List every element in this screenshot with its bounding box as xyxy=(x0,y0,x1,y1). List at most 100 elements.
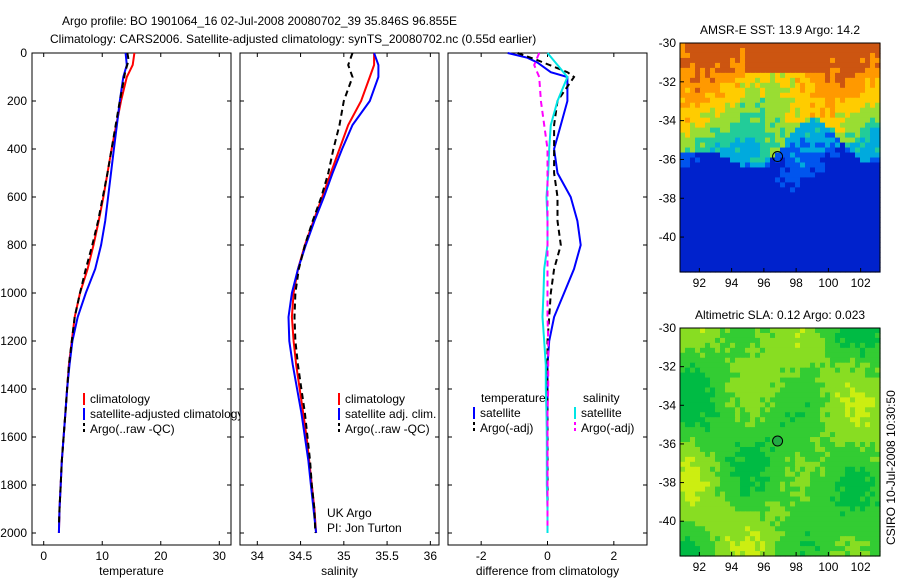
map-cell xyxy=(785,352,791,359)
map-cell xyxy=(705,516,711,522)
map-cell xyxy=(765,516,771,522)
map-cell xyxy=(695,147,701,154)
map-cell xyxy=(705,242,711,248)
map-cell xyxy=(815,122,821,129)
map-cell xyxy=(740,122,746,129)
map-cell xyxy=(825,402,831,408)
map-cell xyxy=(875,491,881,498)
map-cell xyxy=(800,516,806,522)
map-cell xyxy=(830,526,836,532)
map-cell xyxy=(815,247,821,253)
map-cell xyxy=(720,132,726,139)
map-cell xyxy=(835,407,841,413)
map-cell xyxy=(785,332,791,339)
map-cell xyxy=(760,257,766,263)
series-line-3 xyxy=(533,52,550,526)
map-cell xyxy=(810,486,816,493)
map-cell xyxy=(800,227,806,233)
map-cell xyxy=(695,92,701,99)
map-cell xyxy=(850,427,856,433)
map-cell xyxy=(850,102,856,109)
map-cell xyxy=(810,392,816,398)
map-cell xyxy=(710,142,716,149)
map-cell xyxy=(830,202,836,208)
map-cell xyxy=(740,466,746,473)
map-cell xyxy=(870,506,876,512)
map-cell xyxy=(710,127,716,134)
map-cell xyxy=(840,362,846,369)
map-cell xyxy=(710,212,716,218)
map-cell xyxy=(765,122,771,129)
map-cell xyxy=(840,43,846,49)
map-cell xyxy=(700,257,706,263)
map-cell xyxy=(835,62,841,69)
map-cell xyxy=(705,187,711,193)
map-cell xyxy=(725,172,731,179)
map-cell xyxy=(715,62,721,69)
map-cell xyxy=(825,352,831,359)
map-cell xyxy=(775,147,781,154)
map-cell xyxy=(760,382,766,389)
map-cell xyxy=(790,521,796,527)
map-cell xyxy=(860,187,866,193)
map-cell xyxy=(680,132,686,139)
map-cell xyxy=(790,237,796,243)
map-cell xyxy=(840,377,846,384)
map-cell xyxy=(780,187,786,193)
map-cell xyxy=(755,328,761,334)
map-cell xyxy=(800,541,806,547)
map-cell xyxy=(700,551,706,557)
map-cell xyxy=(805,526,811,532)
map-cell xyxy=(700,102,706,109)
map-cell xyxy=(700,157,706,164)
map-cell xyxy=(800,87,806,94)
map-cell xyxy=(855,536,861,542)
map-cell xyxy=(730,392,736,398)
map-cell xyxy=(725,43,731,49)
map-cell xyxy=(770,92,776,99)
map-cell xyxy=(765,82,771,89)
map-cell xyxy=(780,466,786,473)
map-cell xyxy=(820,62,826,69)
map-cell xyxy=(710,242,716,248)
map-cell xyxy=(680,466,686,473)
map-cell xyxy=(790,347,796,354)
map-cell xyxy=(840,382,846,389)
map-cell xyxy=(745,142,751,149)
map-cell xyxy=(800,337,806,344)
map-cell xyxy=(825,222,831,228)
map-cell xyxy=(735,481,741,488)
map-cell xyxy=(865,357,871,364)
map-cell xyxy=(815,382,821,389)
map-cell xyxy=(835,466,841,473)
map-cell xyxy=(715,422,721,428)
map-cell xyxy=(725,57,731,64)
map-cell xyxy=(845,192,851,198)
map-cell xyxy=(685,172,691,179)
map-cell xyxy=(870,267,876,273)
map-cell xyxy=(810,546,816,552)
map-cell xyxy=(840,152,846,159)
map-cell xyxy=(850,82,856,89)
map-cell xyxy=(825,177,831,183)
map-cell xyxy=(770,417,776,423)
map-cell xyxy=(750,471,756,478)
map-cell xyxy=(725,242,731,248)
map-cell xyxy=(750,117,756,124)
map-cell xyxy=(865,247,871,253)
map-cell xyxy=(780,267,786,273)
map-cell xyxy=(750,137,756,144)
map-cell xyxy=(705,362,711,369)
map-cell xyxy=(860,192,866,198)
map-cell xyxy=(835,52,841,59)
map-cell xyxy=(830,486,836,493)
map-cell xyxy=(715,43,721,49)
map-cell xyxy=(815,541,821,547)
map-cell xyxy=(760,387,766,394)
map-cell xyxy=(860,157,866,164)
map-cell xyxy=(715,127,721,134)
map-cell xyxy=(740,192,746,198)
map-cell xyxy=(810,52,816,59)
map-cell xyxy=(705,521,711,527)
map-cell xyxy=(780,137,786,144)
